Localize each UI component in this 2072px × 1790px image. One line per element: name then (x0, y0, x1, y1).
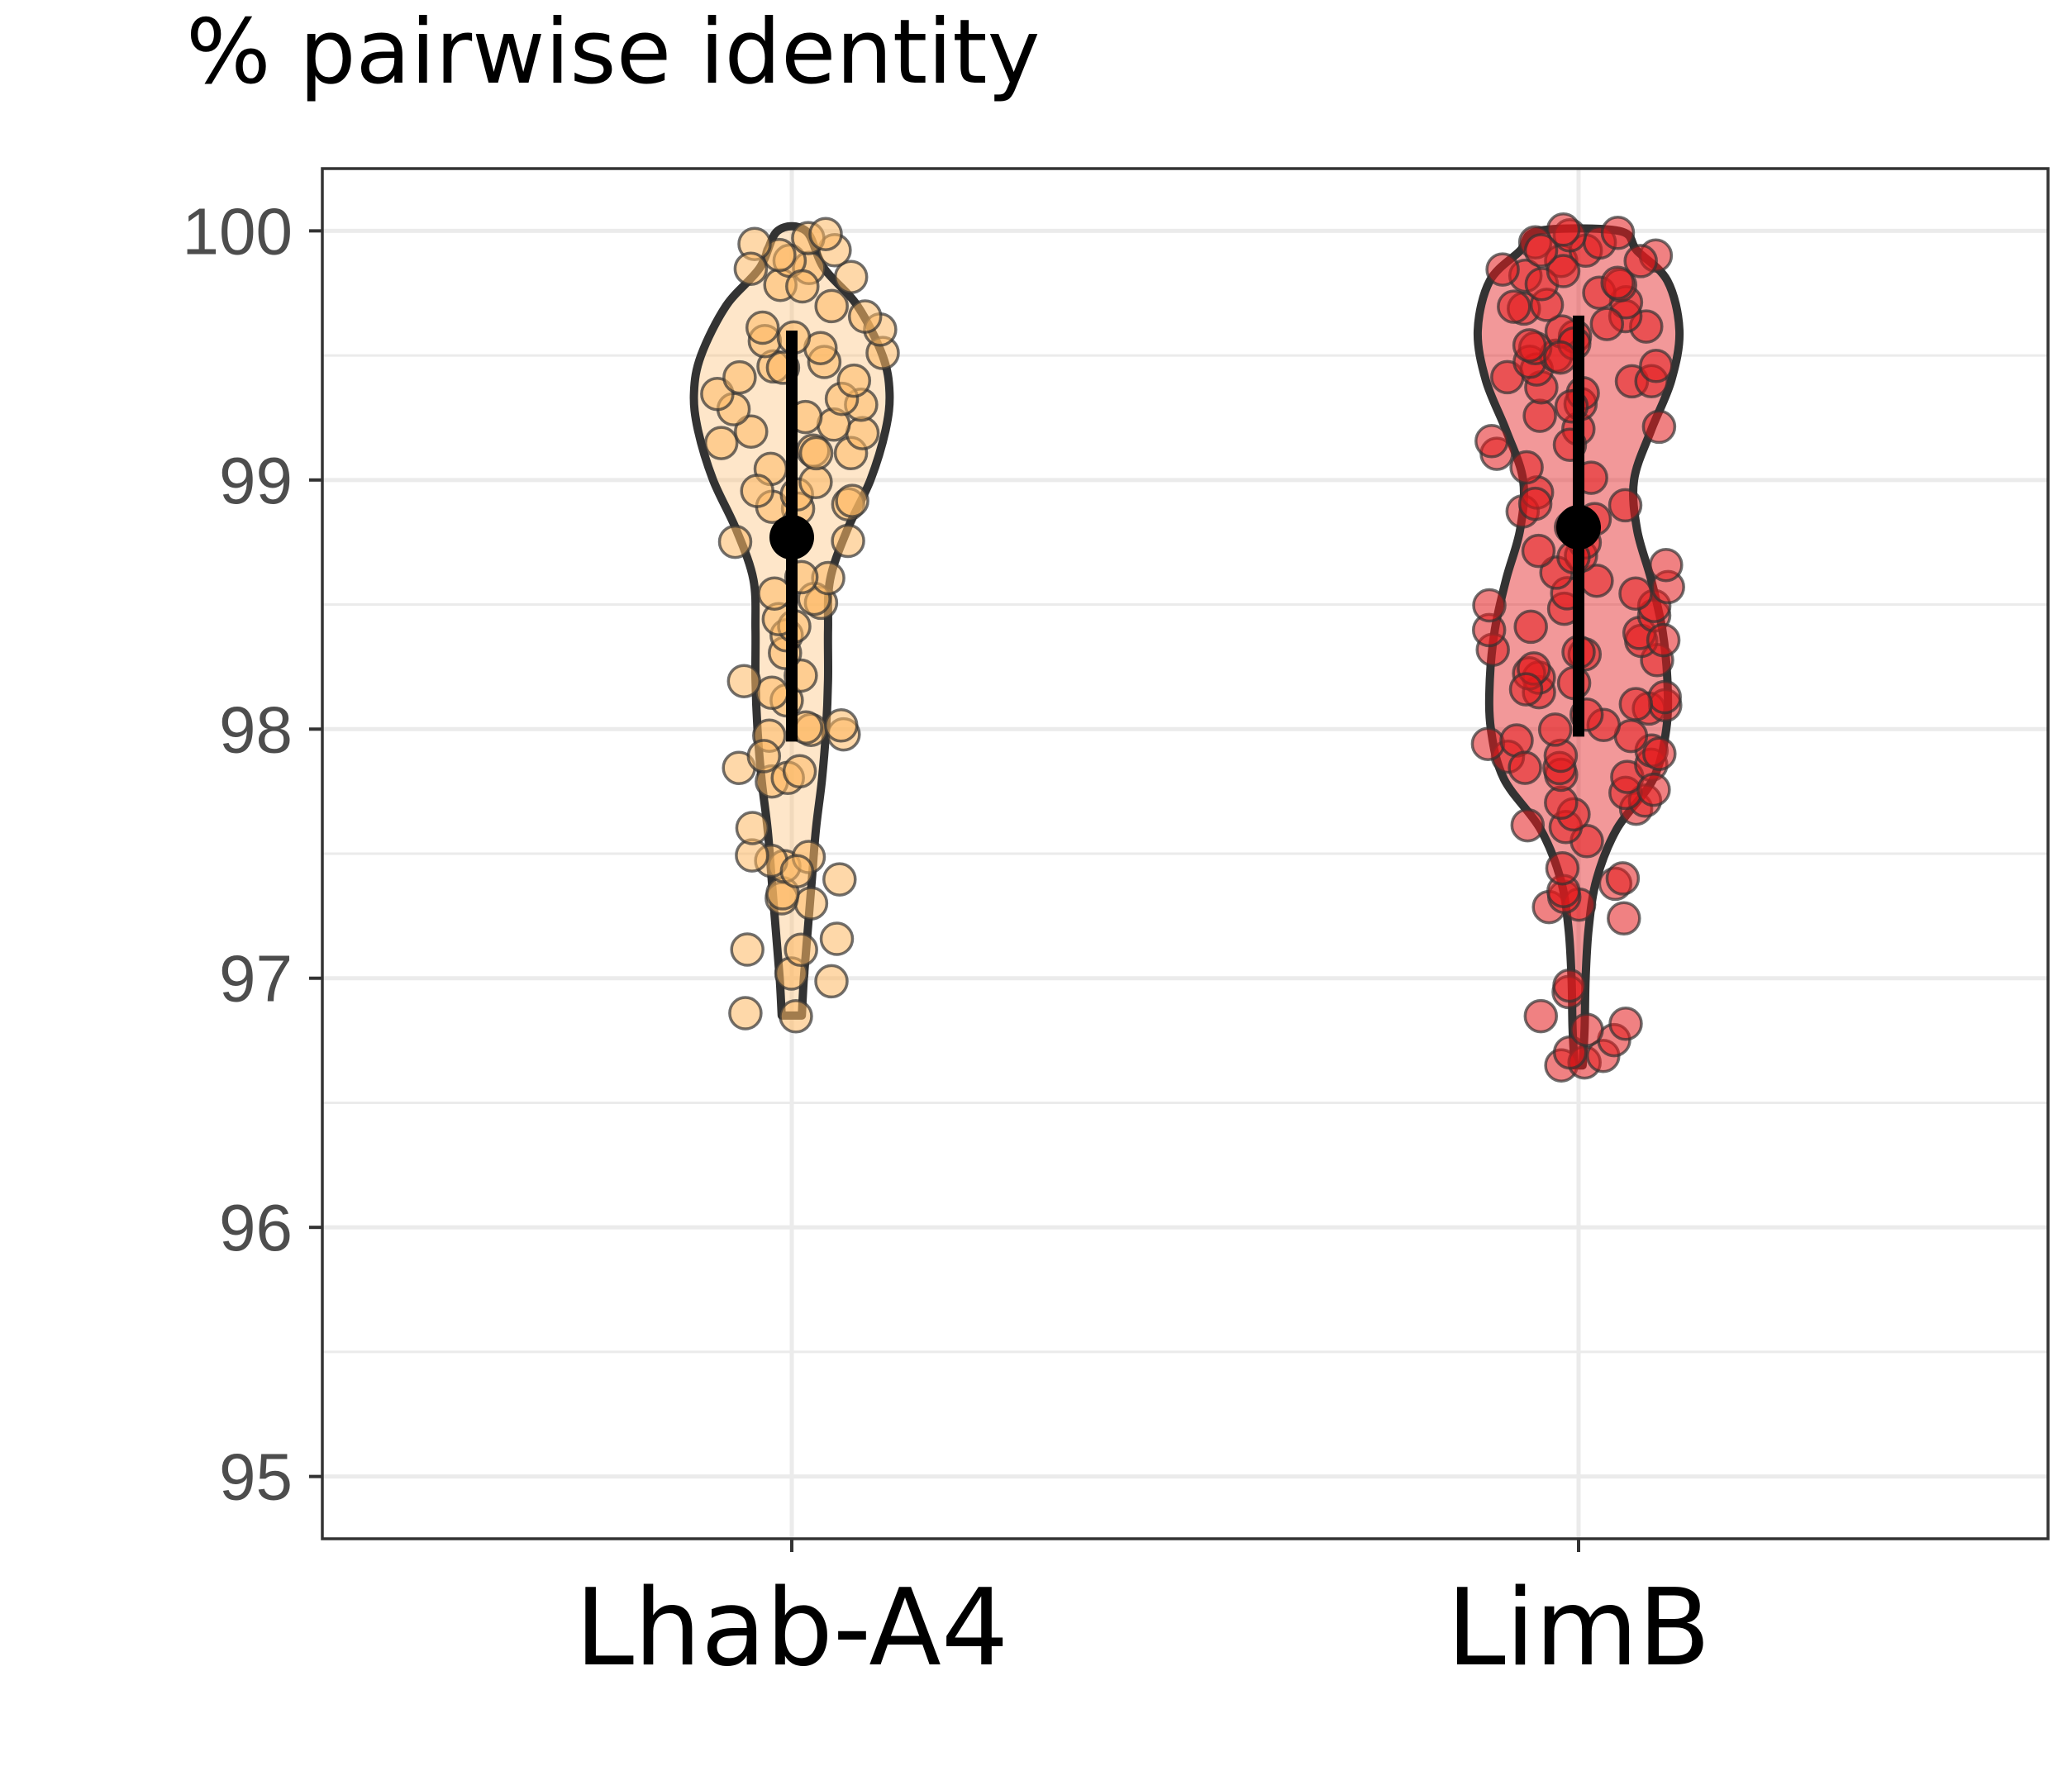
point-LimB-103 (1600, 216, 1636, 250)
mean-point-Lhab-A4 (769, 515, 814, 560)
point-LimB-9 (1552, 968, 1587, 1003)
point-Lhab-A4-40 (835, 483, 869, 518)
x-axis: Lhab-A4 LimB (575, 1539, 1711, 1690)
point-LimB-20 (1510, 807, 1546, 843)
point-LimB-60 (1649, 547, 1684, 583)
point-LimB-94 (1600, 265, 1635, 301)
point-LimB-66 (1608, 488, 1643, 523)
y-axis: 95 96 97 98 99 100 (183, 194, 322, 1514)
y-tick-label-98: 98 (219, 693, 293, 766)
point-LimB-17 (1545, 850, 1580, 886)
point-LimB-10 (1607, 901, 1641, 936)
point-Lhab-A4-63 (745, 310, 780, 345)
chart-title: % pairwise identity (186, 1, 1041, 104)
point-Lhab-A4-85 (779, 854, 815, 888)
y-tick-label-97: 97 (219, 942, 293, 1016)
point-LimB-111 (1517, 486, 1553, 521)
point-Lhab-A4-23 (824, 708, 859, 743)
point-Lhab-A4-36 (831, 523, 865, 559)
point-LimB-7 (1523, 998, 1559, 1034)
point-LimB-16 (1605, 861, 1641, 896)
point-Lhab-A4-7 (793, 886, 829, 921)
point-LimB-129 (1543, 340, 1578, 375)
point-Lhab-A4-6 (819, 921, 855, 956)
point-LimB-52 (1513, 609, 1548, 645)
point-Lhab-A4-2 (814, 964, 849, 999)
grid-lines (322, 169, 2048, 1539)
point-LimB-122 (1618, 576, 1653, 611)
point-LimB-115 (1618, 687, 1654, 721)
point-Lhab-A4-79 (798, 436, 834, 471)
point-Lhab-A4-35 (717, 524, 753, 559)
panel-frame (321, 167, 2050, 1540)
point-Lhab-A4-1 (779, 999, 813, 1034)
point-LimB-74 (1522, 398, 1557, 433)
y-tick-label-100: 100 (183, 194, 293, 268)
point-Lhab-A4-67 (833, 259, 869, 294)
point-Lhab-A4-46 (703, 426, 739, 460)
point-Lhab-A4-5 (730, 932, 764, 967)
point-Lhab-A4-17 (782, 754, 817, 789)
point-LimB-105 (1623, 244, 1658, 278)
point-LimB-35 (1537, 712, 1573, 747)
jitter-points (700, 212, 1685, 1083)
y-tick-label-95: 95 (219, 1440, 293, 1514)
point-Lhab-A4-82 (726, 664, 762, 698)
mean-point-LimB (1556, 505, 1601, 550)
point-Lhab-A4-54 (836, 363, 872, 398)
point-Lhab-A4-76 (785, 269, 820, 304)
point-LimB-96 (1485, 252, 1520, 287)
point-Lhab-A4-75 (733, 251, 769, 286)
point-LimB-106 (1497, 289, 1531, 324)
point-LimB-125 (1589, 307, 1625, 341)
point-LimB-5 (1569, 1012, 1604, 1047)
point-Lhab-A4-84 (735, 811, 770, 845)
point-LimB-127 (1546, 254, 1581, 288)
point-LimB-120 (1508, 672, 1544, 707)
panel-border (321, 167, 2050, 1540)
point-LimB-113 (1472, 588, 1507, 623)
point-LimB-84 (1512, 328, 1547, 363)
point-Lhab-A4-42 (798, 464, 833, 500)
point-Lhab-A4-55 (722, 359, 757, 395)
mean-sd-markers (769, 315, 1601, 742)
point-Lhab-A4-47 (845, 416, 880, 450)
point-Lhab-A4-64 (847, 299, 883, 334)
point-Lhab-A4-65 (814, 288, 849, 324)
point-LimB-124 (1639, 349, 1674, 383)
point-Lhab-A4-74 (808, 217, 843, 251)
y-tick-label-96: 96 (219, 1191, 293, 1264)
point-Lhab-A4-83 (746, 739, 782, 774)
point-Lhab-A4-0 (728, 996, 763, 1031)
point-LimB-33 (1470, 726, 1506, 761)
point-LimB-69 (1509, 450, 1544, 485)
point-LimB-128 (1523, 233, 1559, 268)
x-tick-label-Lhab-A4: Lhab-A4 (575, 1567, 1009, 1690)
point-LimB-102 (1546, 212, 1581, 247)
point-LimB-117 (1508, 750, 1542, 785)
point-LimB-123 (1521, 533, 1556, 569)
point-Lhab-A4-80 (740, 474, 774, 508)
point-Lhab-A4-48 (734, 414, 769, 449)
point-Lhab-A4-10 (822, 862, 857, 897)
point-LimB-118 (1636, 772, 1671, 807)
point-Lhab-A4-4 (784, 932, 818, 968)
point-LimB-40 (1647, 679, 1682, 715)
point-LimB-6 (1608, 1007, 1643, 1041)
point-LimB-73 (1641, 409, 1677, 445)
point-LimB-71 (1474, 424, 1509, 459)
x-tick-label-LimB: LimB (1446, 1567, 1710, 1690)
point-LimB-3 (1552, 1035, 1588, 1070)
y-tick-label-99: 99 (219, 444, 293, 517)
point-LimB-119 (1642, 736, 1677, 771)
point-LimB-121 (1646, 622, 1681, 658)
